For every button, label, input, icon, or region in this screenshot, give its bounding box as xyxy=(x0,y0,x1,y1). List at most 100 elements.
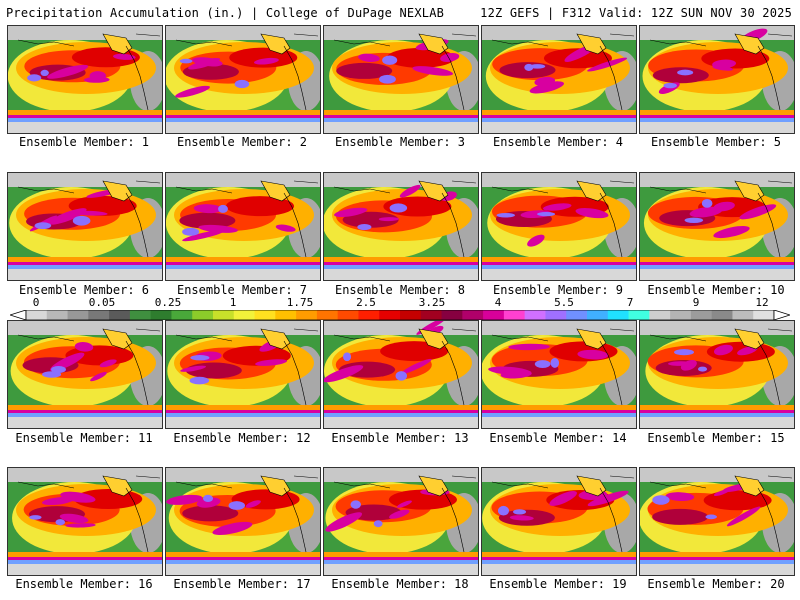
colorbar-swatch xyxy=(88,310,109,320)
ensemble-member-label: Ensemble Member: 19 xyxy=(479,577,637,591)
ensemble-member-map xyxy=(7,172,163,281)
colorbar-swatch xyxy=(462,310,483,320)
ensemble-member-map xyxy=(165,320,321,429)
precipitation-map-image xyxy=(640,26,794,133)
ensemble-member-label: Ensemble Member: 17 xyxy=(163,577,321,591)
ensemble-member-label: Ensemble Member: 3 xyxy=(321,135,479,149)
colorbar-tick-label: 0 xyxy=(33,296,40,309)
precipitation-map-image xyxy=(482,468,636,575)
precipitation-map-image xyxy=(8,173,162,280)
colorbar-swatch xyxy=(379,310,400,320)
colorbar-swatch xyxy=(130,310,151,320)
ensemble-member-label: Ensemble Member: 11 xyxy=(5,431,163,445)
colorbar-tick-label: 3.25 xyxy=(419,296,446,309)
precipitation-map-image xyxy=(640,468,794,575)
colorbar-swatch xyxy=(358,310,379,320)
ensemble-member-map xyxy=(481,320,637,429)
colorbar-swatch xyxy=(732,310,753,320)
colorbar-swatch xyxy=(649,310,670,320)
colorbar-swatch xyxy=(566,310,587,320)
ensemble-member-map xyxy=(323,320,479,429)
ensemble-member-map xyxy=(639,320,795,429)
colorbar-swatch xyxy=(691,310,712,320)
model-run-info: 12Z GEFS | F312 Valid: 12Z SUN NOV 30 20… xyxy=(480,6,792,20)
ensemble-member-label: Ensemble Member: 16 xyxy=(5,577,163,591)
colorbar-swatch xyxy=(151,310,172,320)
ensemble-member-label: Ensemble Member: 7 xyxy=(163,283,321,297)
colorbar-swatch xyxy=(483,310,504,320)
colorbar-tick-label: 0.05 xyxy=(89,296,116,309)
ensemble-member-map xyxy=(7,467,163,576)
ensemble-member-label: Ensemble Member: 6 xyxy=(5,283,163,297)
ensemble-member-map xyxy=(323,25,479,134)
ensemble-member-map xyxy=(639,25,795,134)
precipitation-map-image xyxy=(640,173,794,280)
ensemble-member-label: Ensemble Member: 8 xyxy=(321,283,479,297)
map-title: Precipitation Accumulation (in.) | Colle… xyxy=(6,6,444,20)
ensemble-member-label: Ensemble Member: 15 xyxy=(637,431,795,445)
precipitation-map-image xyxy=(640,321,794,428)
colorbar xyxy=(10,310,790,320)
colorbar-swatch xyxy=(255,310,276,320)
colorbar-tick-label: 1.75 xyxy=(287,296,314,309)
colorbar-swatch xyxy=(712,310,733,320)
colorbar-swatch xyxy=(47,310,68,320)
precipitation-map-image xyxy=(8,468,162,575)
colorbar-swatch xyxy=(608,310,629,320)
colorbar-swatch xyxy=(504,310,525,320)
colorbar-swatch xyxy=(192,310,213,320)
ensemble-member-map xyxy=(7,25,163,134)
colorbar-high-arrow xyxy=(774,310,790,320)
ensemble-member-label: Ensemble Member: 4 xyxy=(479,135,637,149)
precipitation-map-image xyxy=(166,173,320,280)
precipitation-map-image xyxy=(324,26,478,133)
colorbar-tick-label: 12 xyxy=(755,296,768,309)
precipitation-color-scale: 0 0.05 0.25 1 1.75 2.5 3.25 4 5.5 7 9 12 xyxy=(0,296,800,320)
ensemble-member-label: Ensemble Member: 1 xyxy=(5,135,163,149)
ensemble-member-label: Ensemble Member: 2 xyxy=(163,135,321,149)
ensemble-member-label: Ensemble Member: 12 xyxy=(163,431,321,445)
colorbar-swatch xyxy=(670,310,691,320)
precipitation-map-image xyxy=(166,26,320,133)
colorbar-tick-label: 9 xyxy=(693,296,700,309)
ensemble-member-map xyxy=(165,467,321,576)
colorbar-tick-label: 7 xyxy=(627,296,634,309)
precipitation-map-image xyxy=(324,468,478,575)
colorbar-low-arrow xyxy=(10,310,26,320)
colorbar-swatch xyxy=(753,310,774,320)
colorbar-swatch xyxy=(442,310,463,320)
precipitation-map-image xyxy=(482,321,636,428)
colorbar-swatch xyxy=(421,310,442,320)
ensemble-member-label: Ensemble Member: 13 xyxy=(321,431,479,445)
ensemble-member-map xyxy=(7,320,163,429)
ensemble-member-label: Ensemble Member: 18 xyxy=(321,577,479,591)
ensemble-member-map xyxy=(481,172,637,281)
colorbar-tick-label: 0.25 xyxy=(155,296,182,309)
colorbar-swatch xyxy=(213,310,234,320)
ensemble-member-label: Ensemble Member: 9 xyxy=(479,283,637,297)
colorbar-swatch xyxy=(68,310,89,320)
precipitation-map-image xyxy=(324,173,478,280)
precipitation-map-image xyxy=(482,26,636,133)
ensemble-member-map xyxy=(481,25,637,134)
ensemble-member-map xyxy=(323,467,479,576)
ensemble-member-map xyxy=(323,172,479,281)
ensemble-member-map xyxy=(481,467,637,576)
colorbar-tick-label: 1 xyxy=(230,296,237,309)
precipitation-map-image xyxy=(324,321,478,428)
colorbar-tick-label: 5.5 xyxy=(554,296,574,309)
ensemble-member-map xyxy=(639,467,795,576)
ensemble-member-map xyxy=(165,25,321,134)
colorbar-swatch xyxy=(171,310,192,320)
ensemble-member-label: Ensemble Member: 10 xyxy=(637,283,795,297)
colorbar-swatch xyxy=(275,310,296,320)
ensemble-member-label: Ensemble Member: 20 xyxy=(637,577,795,591)
precipitation-map-image xyxy=(482,173,636,280)
colorbar-swatch xyxy=(109,310,130,320)
colorbar-swatch xyxy=(296,310,317,320)
colorbar-swatch xyxy=(629,310,650,320)
ensemble-member-label: Ensemble Member: 5 xyxy=(637,135,795,149)
colorbar-swatch xyxy=(26,310,47,320)
colorbar-tick-label: 4 xyxy=(495,296,502,309)
precipitation-map-image xyxy=(8,26,162,133)
